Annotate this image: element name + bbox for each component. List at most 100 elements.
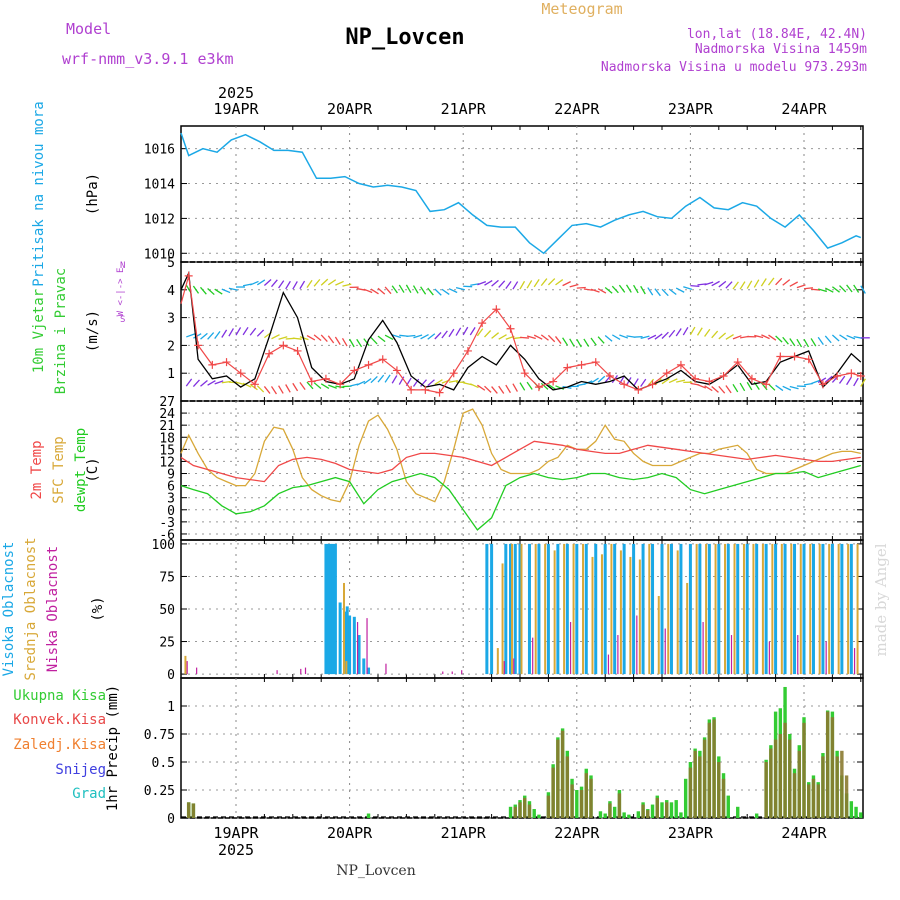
bottom-date-label: 23APR xyxy=(668,824,714,842)
cloud-bar xyxy=(329,543,333,675)
wind-arrow xyxy=(753,279,760,288)
wind-arrow xyxy=(242,326,249,336)
panel-clouds: 0 25 50 75 100 Visoka Oblacnost Srednja Oblacn… xyxy=(1,537,864,683)
cloud-bar xyxy=(752,543,755,675)
y-tick-label: -6 xyxy=(159,528,175,543)
precip-conv-bar xyxy=(655,797,659,818)
wind-arrow xyxy=(341,337,348,347)
y-tick-label: 1014 xyxy=(144,178,175,193)
top-date-axis: 19APR 20APR 21APR 22APR 23APR 24APR xyxy=(213,100,827,118)
wind-arrow xyxy=(661,288,669,297)
gust-marker xyxy=(520,369,529,378)
cloud-bar xyxy=(780,543,783,675)
wind-arrow xyxy=(420,333,429,340)
cloud-bar xyxy=(717,543,721,675)
wind-arrow xyxy=(412,378,420,387)
gust-marker xyxy=(549,377,558,386)
wind-arrow xyxy=(370,288,379,295)
wind-arrow xyxy=(200,332,208,340)
y-tick-label: 5 xyxy=(167,256,175,271)
wind-arrow xyxy=(775,384,784,392)
wind-arrow xyxy=(256,279,266,286)
clouds-units: (%) xyxy=(90,596,106,621)
wind-arrow xyxy=(370,336,378,345)
gust-marker xyxy=(307,377,316,386)
precip-total-bar xyxy=(669,802,674,818)
cloud-bar xyxy=(847,543,850,675)
wind-arrow xyxy=(505,384,511,394)
cloud-bar xyxy=(563,543,566,675)
cloud-bar xyxy=(695,543,698,675)
cloud-bar xyxy=(745,543,749,675)
cloud-bar xyxy=(821,543,825,675)
cloud-bar xyxy=(442,671,444,675)
pressure-ylabel: Pritisak na nivou mora xyxy=(31,101,47,286)
wind-gust-markers xyxy=(184,271,865,397)
precip-conv-bar xyxy=(830,717,835,818)
cloud-bar xyxy=(584,543,588,675)
wind-arrow xyxy=(398,376,405,385)
cloud-bar xyxy=(771,543,774,675)
cloud-bar xyxy=(461,670,463,675)
wind-arrow xyxy=(327,279,337,286)
wind-arrow xyxy=(498,280,506,288)
bottom-date-label: 19APR xyxy=(213,824,259,842)
y-tick-label: 0.75 xyxy=(144,728,175,743)
wind-arrow xyxy=(392,334,401,339)
precip-legend: Ukupna Kisa Konvek.Kisa Zaledj.Kisa Snijeg G… xyxy=(13,688,106,802)
wind-arrow xyxy=(391,375,398,384)
precip-conv-bar xyxy=(523,797,527,818)
cloud-bar xyxy=(764,543,768,675)
wind-arrow xyxy=(775,335,783,343)
bottom-date-axis: 19APR 20APR 21APR 22APR 23APR 24APR xyxy=(213,824,827,842)
wind-arrow xyxy=(533,334,543,340)
cloud-bar xyxy=(520,543,523,675)
wind-arrow xyxy=(327,335,335,344)
y-tick-label: 18 xyxy=(159,431,175,446)
cloud-bar xyxy=(534,543,537,675)
wind-arrow xyxy=(328,384,337,389)
wind-arrow xyxy=(377,374,385,383)
wind-arrow xyxy=(377,287,386,295)
wind-arrow xyxy=(782,336,789,345)
gust-marker xyxy=(856,371,865,380)
wind-arrow xyxy=(540,382,549,390)
cloud-series-2 xyxy=(186,615,856,675)
wind-arrow xyxy=(810,338,817,347)
wind-arrow xyxy=(477,384,486,391)
wind-arrow xyxy=(349,338,355,348)
model-value: wrf-nmm_v3.9.1 e3km xyxy=(62,50,234,68)
pressure-units: (hPa) xyxy=(85,173,101,215)
wind-arrow xyxy=(675,287,685,293)
wind-arrow xyxy=(533,278,540,288)
y-tick-label: 0.5 xyxy=(152,756,175,771)
precip-conv-bar xyxy=(565,756,570,818)
cloud-bar xyxy=(853,648,856,675)
wind-arrow xyxy=(633,378,639,387)
precip-total-bar xyxy=(679,812,683,818)
cloud-bar xyxy=(736,543,740,675)
wind-arrow xyxy=(768,383,776,391)
wind-speed-line xyxy=(180,270,862,391)
cloud-bar xyxy=(537,543,541,675)
wind-arrow xyxy=(441,288,450,295)
wind-arrow xyxy=(320,278,329,286)
cloud-bar xyxy=(657,595,660,675)
cloud-bar xyxy=(705,543,708,675)
year-label-top: 2025 xyxy=(218,84,254,102)
cloud-bar xyxy=(565,543,569,675)
wind-arrow xyxy=(661,331,669,339)
cloud-bar xyxy=(594,543,598,675)
precip-total-bar xyxy=(612,806,617,818)
wind-arrow xyxy=(768,334,777,341)
cloud-bar xyxy=(702,622,704,675)
wind-arrow xyxy=(292,281,298,290)
wind-arrow xyxy=(690,284,700,288)
cloud-bar xyxy=(196,667,198,675)
precip-total-bar xyxy=(508,806,513,818)
wind-arrow xyxy=(576,286,586,289)
y-tick-label: 3 xyxy=(167,312,175,327)
wind-arrow xyxy=(200,286,207,295)
top-date-label: 20APR xyxy=(327,100,373,118)
wind-arrow xyxy=(711,280,720,287)
